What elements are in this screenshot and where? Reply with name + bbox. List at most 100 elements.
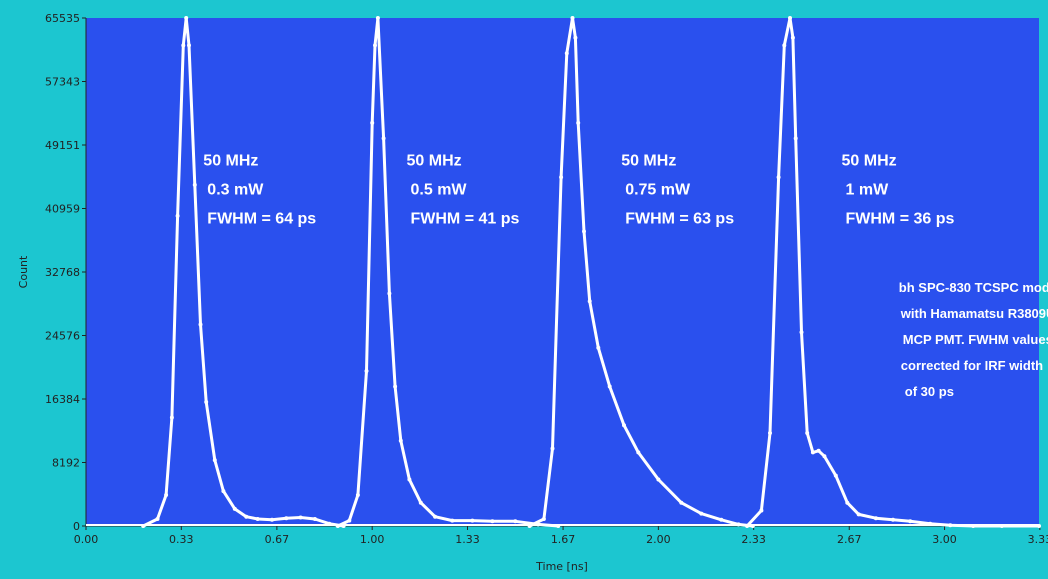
data-point <box>490 519 495 524</box>
data-point <box>607 384 612 389</box>
x-tick-label: 1.00 <box>360 533 385 546</box>
data-point <box>169 415 174 420</box>
data-point <box>375 16 380 20</box>
y-tick-label: 65535 <box>45 12 80 25</box>
data-point <box>198 322 203 327</box>
data-point <box>155 517 160 521</box>
data-point <box>856 512 861 517</box>
x-tick-label: 3.00 <box>932 533 957 546</box>
data-point <box>373 43 377 48</box>
data-point <box>576 120 581 125</box>
plot-area <box>86 18 1039 526</box>
data-point <box>387 291 392 296</box>
data-point <box>550 446 555 451</box>
data-point <box>570 16 575 20</box>
data-point <box>582 229 586 234</box>
data-point <box>999 524 1004 528</box>
annotation-line: 50 MHz <box>842 153 897 170</box>
data-point <box>768 431 772 435</box>
data-point <box>175 213 180 218</box>
annotation-line: with Hamamatsu R3809U <box>900 306 1048 321</box>
y-tick-label: 49151 <box>45 139 80 152</box>
annotation-line: of 30 ps <box>905 384 954 399</box>
data-point <box>450 518 455 523</box>
series-line-1 <box>142 16 344 528</box>
data-point <box>381 136 386 141</box>
data-point <box>141 524 146 528</box>
data-point <box>347 518 352 523</box>
data-point <box>873 516 878 521</box>
data-point <box>573 35 578 40</box>
data-point <box>393 384 398 389</box>
data-point <box>636 450 641 455</box>
data-point <box>164 493 169 497</box>
data-point <box>556 524 561 528</box>
annotation-line: 0.5 mW <box>411 182 468 199</box>
x-tick-label: 0.67 <box>265 533 290 546</box>
data-point <box>833 473 838 478</box>
data-point <box>513 519 518 524</box>
data-point <box>822 454 827 459</box>
annotations: 50 MHz 0.3 mW FWHM = 64 ps 50 MHz 0.5 mW FWHM… <box>203 153 1048 399</box>
data-point <box>816 448 821 453</box>
data-point <box>564 51 569 56</box>
data-point <box>928 521 933 526</box>
annotation-line: 1 mW <box>846 182 890 199</box>
annotation-line: FWHM = 63 ps <box>625 211 734 228</box>
data-point <box>527 524 532 528</box>
data-point <box>270 517 274 522</box>
data-point <box>891 517 895 522</box>
data-point <box>782 43 787 48</box>
data-point <box>845 500 850 505</box>
y-tick-label: 57343 <box>45 76 80 89</box>
data-point <box>793 136 798 141</box>
data-point <box>559 175 564 180</box>
x-tick-label: 0.00 <box>74 533 99 546</box>
data-point <box>1037 524 1041 528</box>
data-point <box>187 43 191 48</box>
data-point <box>327 521 332 526</box>
series-line-4 <box>745 16 1039 528</box>
x-tick-label: 1.33 <box>455 533 480 546</box>
data-point <box>212 458 217 463</box>
series-line-2 <box>337 16 559 528</box>
data-point <box>370 120 375 125</box>
annotation-line: FWHM = 64 ps <box>207 211 316 228</box>
data-point <box>805 431 810 435</box>
series-line-3 <box>528 16 753 528</box>
data-point <box>799 330 804 335</box>
x-tick-label: 1.67 <box>551 533 576 546</box>
data-point <box>788 16 792 20</box>
data-point <box>587 299 592 304</box>
data-point <box>433 514 438 519</box>
y-axis-label: Count <box>17 255 30 288</box>
data-point <box>622 423 626 428</box>
y-tick-label: 8192 <box>52 456 80 469</box>
data-point <box>255 517 260 521</box>
data-point <box>244 514 249 519</box>
data-point <box>759 508 764 513</box>
annotation-line: 50 MHz <box>621 153 676 170</box>
annotation-line: MCP PMT. FWHM values <box>903 332 1048 347</box>
y-tick-label: 24576 <box>45 329 80 342</box>
annotation-line: corrected for IRF width <box>901 358 1043 373</box>
data-point <box>699 511 704 516</box>
data-point <box>948 523 953 528</box>
x-axis-label: Time [ns] <box>535 560 588 573</box>
data-point <box>719 517 724 522</box>
annotation-line: bh SPC-830 TCSPC module <box>899 280 1048 295</box>
data-point <box>736 522 741 527</box>
data-point <box>656 477 661 482</box>
data-point <box>312 517 317 521</box>
data-point <box>221 489 226 494</box>
x-tick-label: 2.33 <box>741 533 766 546</box>
x-tick-label: 0.33 <box>169 533 194 546</box>
data-point <box>679 500 684 505</box>
data-point <box>810 450 815 455</box>
data-point <box>398 438 403 443</box>
y-tick-label: 16384 <box>45 393 80 406</box>
data-point <box>355 493 360 497</box>
annotation-line: FWHM = 41 ps <box>411 211 520 228</box>
traces <box>86 16 1041 528</box>
